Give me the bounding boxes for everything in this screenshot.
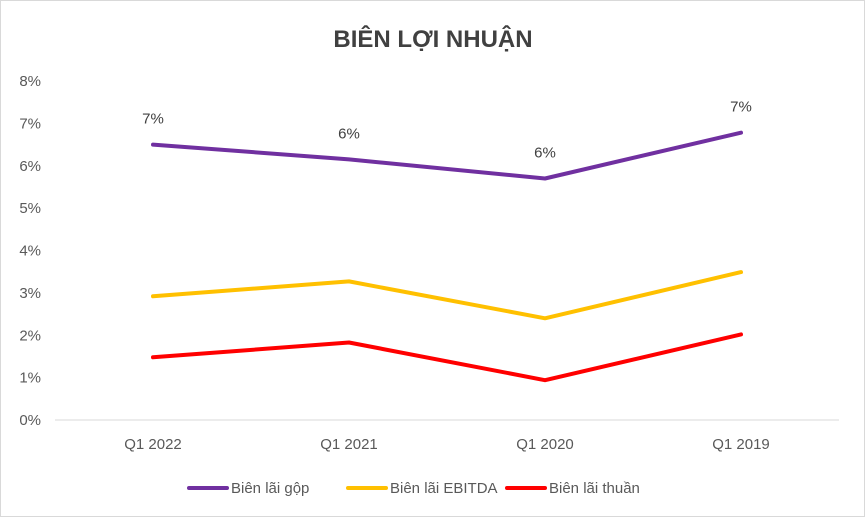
legend-label: Biên lãi thuần [549, 480, 640, 497]
series-line-bien-lai-gop [151, 130, 743, 181]
y-tick-label: 0% [19, 412, 41, 429]
x-tick-label: Q1 2021 [320, 436, 378, 453]
x-axis-ticks: Q1 2022 Q1 2021 Q1 2020 Q1 2019 [124, 436, 770, 453]
series-line-bien-lai-thuan [151, 332, 743, 383]
x-tick-label: Q1 2022 [124, 436, 182, 453]
y-tick-label: 3% [19, 285, 41, 302]
y-tick-label: 2% [19, 327, 41, 344]
y-tick-label: 5% [19, 200, 41, 217]
data-label: 7% [142, 111, 164, 128]
y-axis-ticks: 0% 1% 2% 3% 4% 5% 6% 7% 8% [19, 73, 41, 429]
data-label: 6% [534, 144, 556, 161]
data-labels: 7% 6% 6% 7% [142, 99, 752, 162]
legend: Biên lãi gộp Biên lãi EBITDA Biên lãi thuầ… [187, 480, 640, 497]
series-line-bien-lai-ebitda [151, 270, 743, 321]
chart-title: BIÊN LỢI NHUẬN [333, 25, 532, 53]
y-tick-label: 6% [19, 158, 41, 175]
y-tick-label: 7% [19, 115, 41, 132]
x-tick-label: Q1 2020 [516, 436, 574, 453]
y-tick-label: 8% [19, 73, 41, 90]
data-label: 7% [730, 99, 752, 116]
x-tick-label: Q1 2019 [712, 436, 770, 453]
series-lines [151, 130, 743, 383]
legend-label: Biên lãi EBITDA [390, 480, 498, 497]
legend-label: Biên lãi gộp [231, 480, 309, 497]
y-tick-label: 4% [19, 243, 41, 260]
y-tick-label: 1% [19, 370, 41, 387]
data-label: 6% [338, 125, 360, 142]
